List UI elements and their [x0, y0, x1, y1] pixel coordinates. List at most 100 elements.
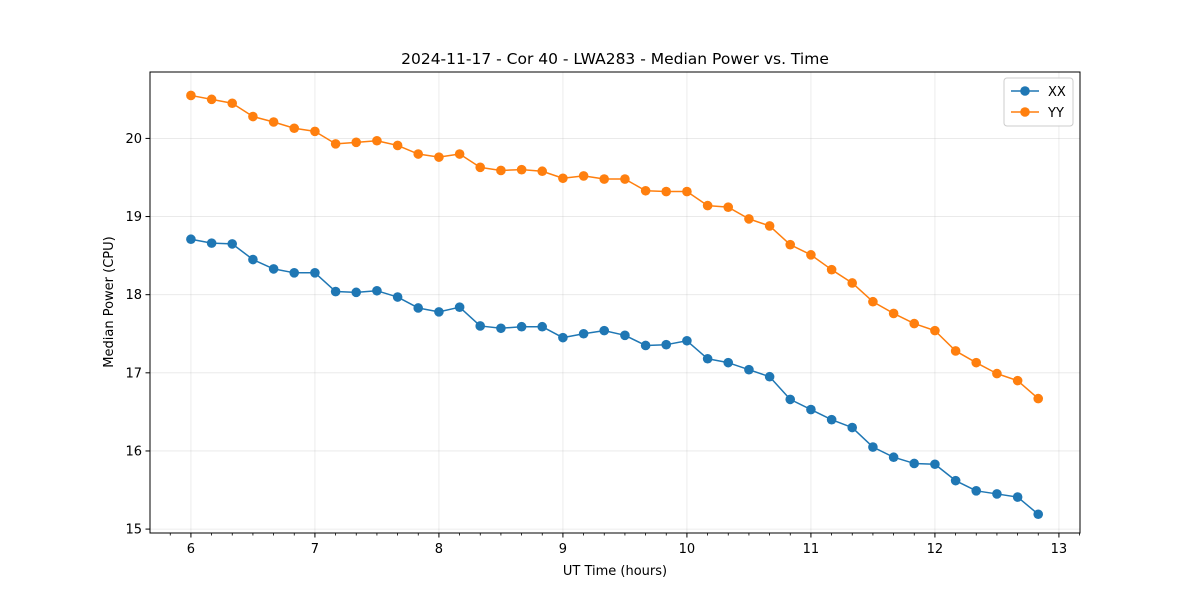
data-point-yy	[930, 325, 940, 336]
data-point-yy	[1012, 375, 1023, 386]
data-point-yy	[372, 135, 382, 146]
data-point-xx	[661, 339, 672, 350]
data-point-yy	[289, 123, 300, 134]
data-point-xx	[475, 321, 486, 331]
data-point-xx	[640, 340, 651, 351]
data-point-yy	[454, 149, 465, 159]
data-point-xx	[1033, 509, 1044, 520]
data-point-xx	[413, 303, 424, 313]
x-tick-label: 12	[927, 542, 944, 557]
data-point-xx	[599, 325, 610, 336]
grid	[150, 72, 1080, 533]
y-tick-label: 19	[125, 210, 142, 225]
data-point-xx	[434, 307, 444, 317]
data-point-xx	[289, 268, 300, 278]
data-point-xx	[971, 486, 982, 496]
data-point-xx	[186, 234, 196, 245]
data-point-xx	[826, 414, 837, 425]
data-point-yy	[682, 186, 692, 197]
data-point-yy	[847, 278, 858, 288]
data-point-yy	[413, 149, 424, 159]
x-axis-label: UT Time (hours)	[563, 564, 667, 579]
data-point-yy	[310, 126, 320, 137]
data-point-yy	[950, 346, 961, 356]
x-tick-label: 11	[803, 542, 820, 557]
data-point-yy	[992, 368, 1002, 379]
y-tick-label: 16	[125, 444, 142, 459]
data-point-xx	[330, 286, 341, 297]
data-point-xx	[227, 239, 238, 249]
data-point-yy	[868, 296, 878, 307]
axes: 6 7 8 9 10 11 12 13 15 16 17 18 19 20	[125, 132, 1080, 557]
chart-title: 2024-11-17 - Cor 40 - LWA283 - Median Po…	[401, 50, 829, 68]
legend-label-yy: YY	[1047, 106, 1064, 121]
data-point-xx	[1012, 492, 1023, 502]
data-point-yy	[475, 162, 486, 173]
data-point-xx	[578, 328, 589, 339]
data-point-xx	[372, 285, 382, 296]
data-point-yy	[496, 165, 506, 176]
data-point-xx	[682, 335, 692, 346]
data-point-xx	[206, 238, 217, 248]
data-point-yy	[909, 318, 920, 329]
data-point-yy	[516, 164, 527, 175]
data-point-xx	[558, 332, 568, 343]
data-point-yy	[351, 137, 362, 148]
data-point-yy	[785, 239, 796, 250]
data-point-yy	[661, 186, 672, 197]
x-tick-label: 10	[679, 542, 696, 557]
data-point-xx	[764, 371, 775, 382]
data-point-xx	[702, 353, 713, 364]
data-point-yy	[227, 98, 238, 109]
data-point-yy	[578, 171, 589, 181]
x-tick-label: 6	[187, 542, 195, 557]
data-point-xx	[723, 357, 734, 368]
data-point-yy	[620, 174, 630, 184]
data-point-yy	[599, 174, 610, 184]
data-point-yy	[764, 221, 775, 231]
data-point-xx	[496, 323, 506, 334]
legend-label-xx: XX	[1048, 85, 1066, 100]
data-point-yy	[248, 111, 258, 122]
data-point-yy	[434, 152, 444, 162]
x-tick-label: 8	[435, 542, 443, 557]
data-point-yy	[537, 166, 548, 177]
legend-marker-yy	[1020, 107, 1030, 117]
data-point-yy	[330, 139, 341, 149]
y-tick-label: 17	[125, 366, 142, 381]
data-point-xx	[847, 422, 858, 433]
y-tick-label: 20	[125, 132, 142, 147]
data-point-yy	[268, 117, 279, 127]
data-point-xx	[620, 330, 630, 341]
data-point-yy	[744, 214, 754, 224]
data-point-xx	[930, 459, 940, 470]
data-point-yy	[558, 173, 568, 184]
data-point-xx	[909, 458, 920, 469]
legend-marker-xx	[1020, 86, 1030, 96]
data-point-xx	[248, 254, 258, 265]
x-tick-label: 13	[1051, 542, 1068, 557]
series-yy	[186, 90, 1044, 404]
data-point-xx	[785, 394, 796, 405]
data-point-yy	[888, 308, 899, 319]
y-tick-label: 18	[125, 288, 142, 303]
data-point-xx	[744, 364, 754, 375]
x-tick-label: 7	[311, 542, 319, 557]
data-point-xx	[268, 264, 279, 274]
data-point-xx	[310, 268, 320, 278]
data-point-yy	[806, 250, 816, 260]
plot-area-frame	[149, 71, 1081, 534]
data-point-xx	[992, 489, 1002, 499]
data-point-xx	[516, 321, 527, 332]
data-point-xx	[392, 292, 403, 302]
y-axis-label: Median Power (CPU)	[102, 236, 117, 367]
data-point-xx	[868, 442, 878, 452]
data-point-yy	[1033, 393, 1044, 404]
y-tick-label: 15	[125, 523, 142, 538]
data-point-yy	[723, 202, 734, 212]
data-point-yy	[640, 185, 651, 196]
data-point-xx	[351, 287, 362, 298]
series-xx	[186, 234, 1044, 520]
